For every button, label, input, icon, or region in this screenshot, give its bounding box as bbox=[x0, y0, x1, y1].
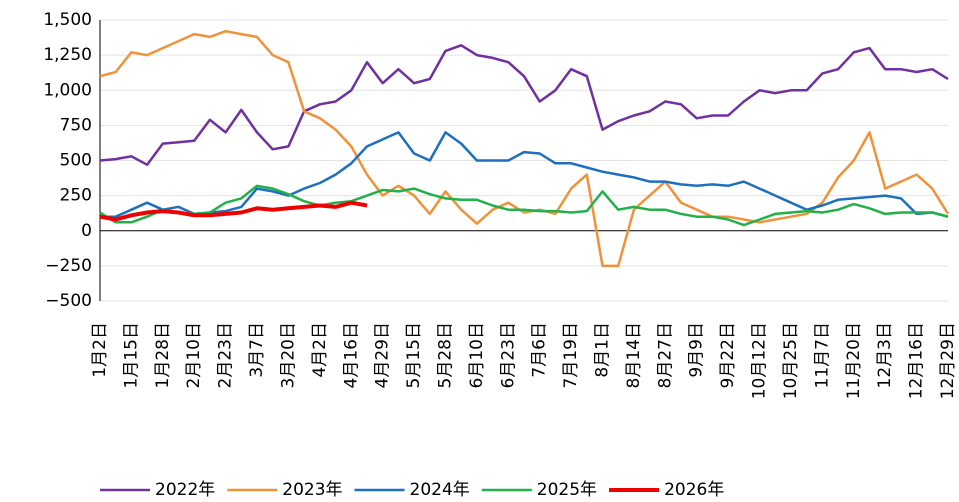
x-tick-label: 9月22日 bbox=[718, 322, 738, 388]
legend-label: 2023年 bbox=[282, 480, 342, 500]
y-tick-label: 750 bbox=[60, 115, 92, 135]
x-tick-label: 4月29日 bbox=[373, 322, 393, 388]
y-tick-label: 1,500 bbox=[43, 10, 92, 30]
x-tick-label: 1月28日 bbox=[153, 322, 173, 388]
x-tick-label: 7月19日 bbox=[561, 322, 581, 388]
x-tick-label: 10月12日 bbox=[750, 322, 770, 399]
x-tick-label: 2月10日 bbox=[184, 322, 204, 388]
y-tick-label: 250 bbox=[60, 186, 92, 206]
y-tick-label: −250 bbox=[45, 256, 92, 276]
x-tick-label: 9月9日 bbox=[687, 322, 707, 378]
x-tick-label: 3月20日 bbox=[278, 322, 298, 388]
legend-label: 2022年 bbox=[155, 480, 215, 500]
y-tick-label: 1,000 bbox=[43, 80, 92, 100]
legend-label: 2025年 bbox=[537, 480, 597, 500]
x-tick-label: 11月7日 bbox=[812, 322, 832, 388]
x-tick-label: 1月15日 bbox=[121, 322, 141, 388]
x-tick-label: 4月2日 bbox=[310, 322, 330, 378]
legend-label: 2026年 bbox=[664, 480, 724, 500]
x-tick-label: 12月3日 bbox=[875, 322, 895, 388]
x-tick-label: 11月20日 bbox=[844, 322, 864, 399]
x-tick-label: 3月7日 bbox=[247, 322, 267, 378]
series-line bbox=[99, 184, 949, 227]
x-tick-label: 5月28日 bbox=[435, 322, 455, 388]
legend-label: 2024年 bbox=[410, 480, 470, 500]
x-tick-label: 2月23日 bbox=[216, 322, 236, 388]
x-tick-label: 8月27日 bbox=[655, 322, 675, 388]
y-tick-label: −500 bbox=[45, 291, 92, 311]
series-line bbox=[99, 200, 368, 222]
series-line bbox=[99, 29, 950, 268]
x-tick-label: 1月2日 bbox=[90, 322, 110, 378]
series-line bbox=[100, 131, 949, 218]
x-tick-label: 5月15日 bbox=[404, 322, 424, 388]
x-tick-label: 7月6日 bbox=[530, 322, 550, 378]
x-tick-label: 12月16日 bbox=[907, 322, 927, 399]
x-tick-label: 10月25日 bbox=[781, 322, 801, 399]
x-tick-label: 6月23日 bbox=[498, 322, 518, 388]
series-line bbox=[99, 44, 949, 166]
x-tick-label: 12月29日 bbox=[938, 322, 958, 399]
y-tick-label: 1,250 bbox=[43, 45, 92, 65]
y-tick-label: 0 bbox=[81, 221, 92, 241]
x-tick-label: 8月1日 bbox=[593, 322, 613, 378]
x-tick-label: 8月14日 bbox=[624, 322, 644, 388]
x-tick-label: 6月10日 bbox=[467, 322, 487, 388]
x-tick-label: 4月16日 bbox=[341, 322, 361, 388]
y-tick-label: 500 bbox=[60, 151, 92, 171]
